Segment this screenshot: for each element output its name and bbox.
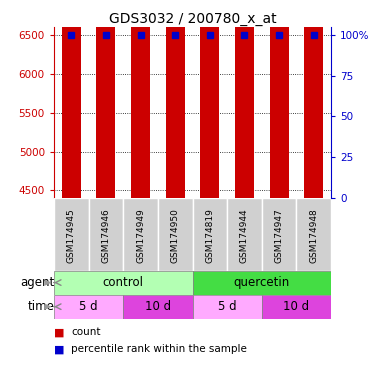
Text: 10 d: 10 d [145, 300, 171, 313]
Text: percentile rank within the sample: percentile rank within the sample [71, 344, 247, 354]
Bar [235, 0, 254, 198]
Text: 5 d: 5 d [79, 300, 98, 313]
Title: GDS3032 / 200780_x_at: GDS3032 / 200780_x_at [109, 12, 276, 26]
Text: GSM174946: GSM174946 [101, 209, 110, 263]
Text: count: count [71, 327, 101, 337]
Text: GSM174945: GSM174945 [67, 209, 76, 263]
Text: ■: ■ [54, 344, 64, 354]
Text: agent: agent [20, 276, 54, 289]
Bar [192, 295, 262, 319]
Bar [200, 0, 219, 198]
Text: 10 d: 10 d [283, 300, 310, 313]
Bar [131, 0, 150, 198]
Text: time: time [27, 300, 54, 313]
Bar [166, 0, 185, 198]
Bar [123, 295, 192, 319]
Bar [54, 295, 123, 319]
Text: GSM174819: GSM174819 [205, 209, 214, 263]
Bar [192, 198, 227, 270]
Bar [192, 270, 331, 295]
Text: ■: ■ [54, 327, 64, 337]
Bar [270, 0, 289, 198]
Bar [262, 295, 331, 319]
Bar [54, 198, 89, 270]
Bar [96, 0, 116, 198]
Bar [296, 198, 331, 270]
Text: GSM174950: GSM174950 [171, 209, 180, 263]
Bar [158, 198, 192, 270]
Text: GSM174944: GSM174944 [240, 209, 249, 263]
Bar [62, 0, 81, 198]
Bar [89, 198, 123, 270]
Text: quercetin: quercetin [234, 276, 290, 289]
Text: control: control [103, 276, 144, 289]
Bar [262, 198, 296, 270]
Bar [304, 0, 323, 198]
Text: GSM174948: GSM174948 [309, 209, 318, 263]
Bar [227, 198, 262, 270]
Text: 5 d: 5 d [218, 300, 236, 313]
Bar [54, 270, 192, 295]
Text: GSM174947: GSM174947 [275, 209, 284, 263]
Bar [123, 198, 158, 270]
Text: GSM174949: GSM174949 [136, 209, 145, 263]
